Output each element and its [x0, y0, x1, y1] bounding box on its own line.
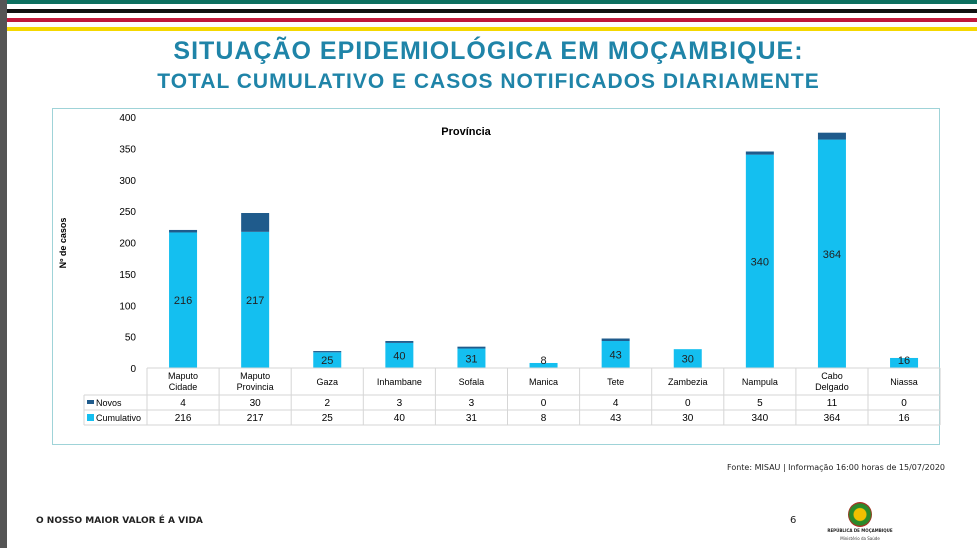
bar-cumulativo — [890, 357, 919, 368]
data-label: 40 — [393, 350, 405, 362]
bar-novos — [601, 338, 630, 342]
table-cell-cumulativo: 217 — [247, 413, 264, 424]
bar-cumulativo — [169, 232, 198, 368]
bar-cumulativo — [529, 362, 558, 368]
category-label: Cabo — [821, 371, 843, 381]
category-label: Maputo — [168, 371, 198, 381]
data-label: 25 — [321, 355, 333, 367]
stripe-green — [7, 0, 977, 4]
table-cell-cumulativo: 340 — [752, 413, 769, 424]
data-label: 31 — [465, 353, 477, 365]
y-axis-label: Nº de casos — [58, 218, 68, 269]
category-label: Provincia — [237, 382, 274, 392]
bar-novos — [241, 213, 270, 232]
table-cell-cumulativo: 43 — [610, 413, 622, 424]
y-tick-label: 200 — [119, 239, 136, 250]
table-cell-cumulativo: 8 — [541, 413, 547, 424]
y-tick-label: 400 — [119, 113, 136, 124]
table-cell-novos: 0 — [685, 398, 691, 409]
page-number: 6 — [790, 515, 797, 526]
bar-cumulativo — [673, 349, 702, 368]
bar-novos — [745, 151, 774, 155]
bar-cumulativo — [601, 341, 630, 368]
table-cell-novos: 0 — [901, 398, 907, 409]
mozambique-emblem-logo — [848, 502, 872, 527]
stripe-red — [7, 18, 977, 22]
chart-title: Província — [441, 126, 491, 138]
bar-novos — [385, 341, 414, 343]
y-tick-label: 100 — [119, 301, 136, 312]
data-label: 8 — [540, 355, 546, 367]
table-cell-cumulativo: 16 — [898, 413, 910, 424]
data-label: 364 — [823, 249, 841, 261]
category-label: Nampula — [742, 377, 778, 387]
ministry-caption: Ministério da Saúde — [840, 536, 880, 541]
table-cell-novos: 5 — [757, 398, 763, 409]
bar-cumulativo — [241, 231, 270, 368]
bar-cumulativo — [817, 139, 846, 368]
category-label: Gaza — [316, 377, 338, 387]
category-label: Cidade — [169, 382, 198, 392]
category-label: Delgado — [815, 382, 849, 392]
left-edge-bar — [0, 0, 7, 548]
category-label: Tete — [607, 377, 624, 387]
slide-title: SITUAÇÃO EPIDEMIOLÓGICA EM MOÇAMBIQUE: — [173, 37, 804, 65]
bar-cumulativo — [745, 154, 774, 368]
table-cell-cumulativo: 31 — [466, 413, 478, 424]
table-cell-novos: 0 — [541, 398, 547, 409]
table-cell-novos: 4 — [613, 398, 619, 409]
table-cell-novos: 30 — [250, 398, 262, 409]
bar-novos — [169, 229, 198, 233]
table-cell-novos: 11 — [827, 398, 838, 409]
category-label: Inhambane — [377, 377, 422, 387]
y-tick-label: 300 — [119, 176, 136, 187]
y-tick-label: 250 — [119, 207, 136, 218]
table-cell-novos: 4 — [180, 398, 186, 409]
legend-label-novos: Novos — [96, 398, 122, 408]
table-cell-cumulativo: 30 — [682, 413, 694, 424]
legend-key-cumulativo — [87, 414, 94, 421]
y-tick-label: 350 — [119, 144, 136, 155]
data-label: 43 — [610, 350, 622, 362]
category-label: Niassa — [890, 377, 918, 387]
bar-cumulativo — [457, 348, 486, 368]
y-tick-label: 0 — [130, 364, 136, 375]
y-tick-label: 150 — [119, 270, 136, 281]
bar-cumulativo — [313, 352, 342, 368]
table-cell-cumulativo: 364 — [824, 413, 841, 424]
table-cell-cumulativo: 40 — [394, 413, 406, 424]
bar-novos — [457, 346, 486, 349]
chart-frame — [52, 108, 940, 445]
table-cell-novos: 3 — [397, 398, 403, 409]
slide-subtitle: TOTAL CUMULATIVO E CASOS NOTIFICADOS DIA… — [157, 70, 820, 93]
legend-label-cumulativo: Cumulativo — [96, 413, 141, 423]
category-label: Sofala — [459, 377, 485, 387]
bar-novos — [817, 132, 846, 140]
logo-caption: REPÚBLICA DE MOÇAMBIQUE — [827, 528, 893, 533]
category-label: Manica — [529, 377, 558, 387]
y-tick-label: 50 — [125, 333, 137, 344]
stripe-yellow — [7, 27, 977, 31]
stripe-black — [7, 9, 977, 13]
category-label: Maputo — [240, 371, 270, 381]
data-label: 30 — [682, 354, 694, 366]
table-cell-novos: 3 — [469, 398, 475, 409]
source-note: Fonte: MISAU | Informação 16:00 horas de… — [727, 463, 946, 472]
data-label: 340 — [751, 256, 769, 268]
legend-key-novos — [87, 400, 94, 404]
data-label: 217 — [246, 295, 264, 307]
bar-cumulativo — [385, 342, 414, 368]
data-label: 216 — [174, 295, 192, 307]
table-cell-cumulativo: 216 — [175, 413, 192, 424]
bar-novos — [313, 351, 342, 353]
category-label: Zambezia — [668, 377, 708, 387]
data-label: 16 — [898, 355, 910, 367]
motto: O NOSSO MAIOR VALOR É A VIDA — [36, 516, 203, 526]
table-cell-cumulativo: 25 — [322, 413, 334, 424]
table-cell-novos: 2 — [324, 398, 330, 409]
